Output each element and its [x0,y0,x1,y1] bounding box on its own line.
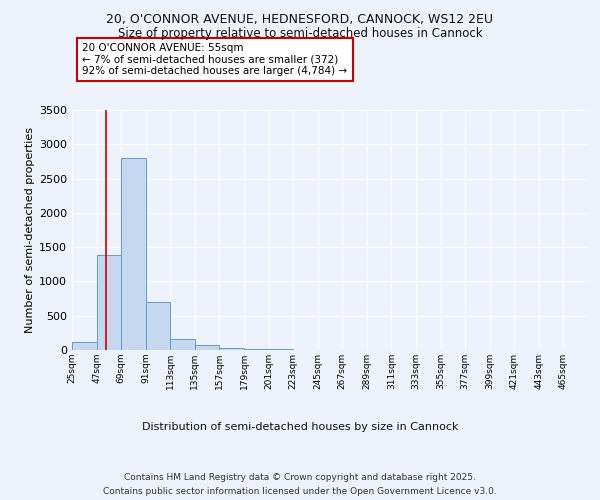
Bar [97,256,121,350]
Text: 20 O'CONNOR AVENUE: 55sqm
← 7% of semi-detached houses are smaller (372)
92% of : 20 O'CONNOR AVENUE: 55sqm ← 7% of semi-d… [82,43,347,76]
Y-axis label: Number of semi-detached properties: Number of semi-detached properties [25,127,35,333]
Bar [244,349,269,350]
Bar [72,342,97,350]
Text: Size of property relative to semi-detached houses in Cannock: Size of property relative to semi-detach… [118,28,482,40]
Bar [121,158,146,350]
Text: 20, O'CONNOR AVENUE, HEDNESFORD, CANNOCK, WS12 2EU: 20, O'CONNOR AVENUE, HEDNESFORD, CANNOCK… [107,12,493,26]
Bar [170,339,195,350]
Text: Distribution of semi-detached houses by size in Cannock: Distribution of semi-detached houses by … [142,422,458,432]
Text: Contains public sector information licensed under the Open Government Licence v3: Contains public sector information licen… [103,488,497,496]
Bar [220,348,244,350]
Bar [146,302,170,350]
Bar [195,344,220,350]
Text: Contains HM Land Registry data © Crown copyright and database right 2025.: Contains HM Land Registry data © Crown c… [124,472,476,482]
